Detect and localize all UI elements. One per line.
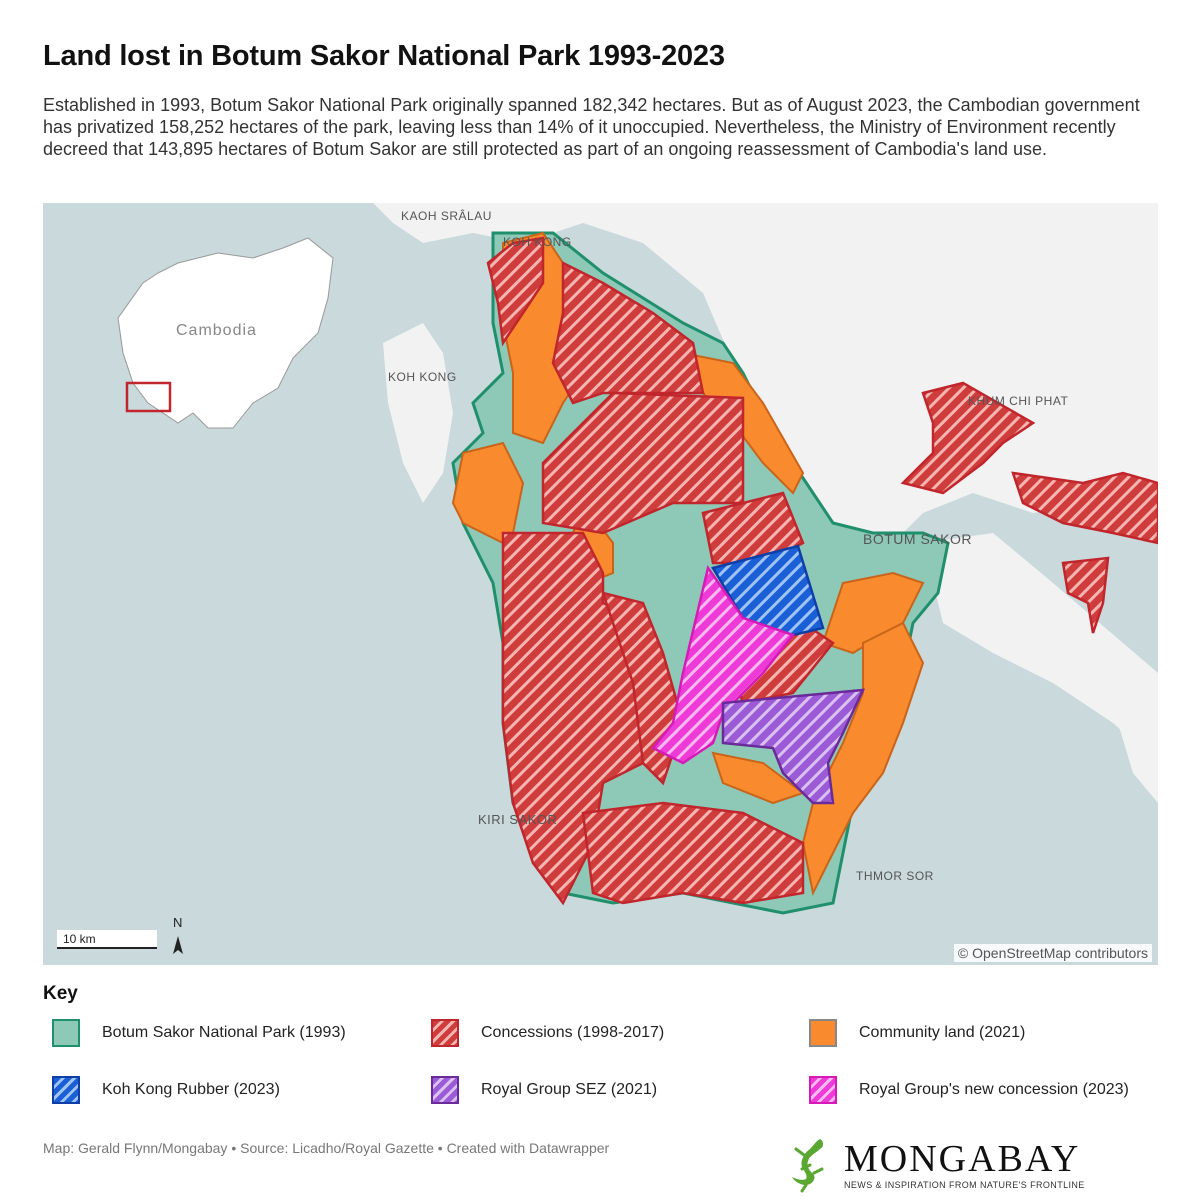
scale-bar: 10 km — [57, 930, 157, 949]
key-item-concessions: Concessions (1998-2017) — [431, 1019, 664, 1047]
key-label: Concessions (1998-2017) — [481, 1024, 665, 1041]
royal-group-sez-swatch-icon — [431, 1076, 459, 1104]
inset-map — [117, 237, 334, 429]
map-canvas: KAOH SRÂLAU KOH KONG KOH KONG KHUM CHI P… — [57, 203, 1158, 954]
concessions-swatch-icon — [431, 1019, 459, 1047]
gecko-icon — [792, 1139, 824, 1193]
concessions[interactable] — [486, 236, 1158, 906]
key-item-koh-kong-rubber: Koh Kong Rubber (2023) — [52, 1076, 280, 1104]
label-koh-kong-town: KOH KONG — [503, 235, 572, 249]
key-label: Royal Group SEZ (2021) — [481, 1081, 658, 1098]
royal-group-sez-polygon[interactable] — [721, 688, 866, 805]
royal-group-new-concession-polygon[interactable] — [651, 565, 796, 765]
label-kiri-sakor: KIRI SAKOR — [478, 812, 557, 827]
label-khum-chi-phat: KHUM CHI PHAT — [968, 394, 1068, 408]
key-label: Royal Group's new concession (2023) — [859, 1081, 1129, 1098]
footer-credits: Map: Gerald Flynn/Mongabay • Source: Lic… — [43, 1140, 610, 1156]
key-item-community-land: Community land (2021) — [809, 1019, 1025, 1047]
national-park-swatch-icon — [52, 1019, 80, 1047]
page-description: Established in 1993, Botum Sakor Nationa… — [43, 95, 1140, 159]
key-label: Community land (2021) — [859, 1024, 1026, 1041]
label-koh-kong-island: KOH KONG — [388, 370, 457, 384]
north-arrow-icon: N — [173, 915, 183, 954]
map[interactable]: KAOH SRÂLAU KOH KONG KOH KONG KHUM CHI P… — [43, 203, 1158, 965]
key-item-royal-group-new-concession: Royal Group's new concession (2023) — [809, 1076, 1129, 1104]
key-label: Botum Sakor National Park (1993) — [102, 1024, 346, 1041]
key-label: Koh Kong Rubber (2023) — [102, 1081, 280, 1098]
map-attribution[interactable]: © OpenStreetMap contributors — [953, 944, 1152, 962]
inset-highlight-box — [125, 381, 172, 413]
logo-tagline: NEWS & INSPIRATION FROM NATURE'S FRONTLI… — [844, 1180, 1085, 1190]
label-thmor-sor: THMOR SOR — [856, 869, 934, 883]
key-item-royal-group-sez: Royal Group SEZ (2021) — [431, 1076, 657, 1104]
label-cambodia: Cambodia — [176, 322, 257, 339]
page-title: Land lost in Botum Sakor National Park 1… — [43, 40, 725, 72]
royal-group-new-concession-swatch-icon — [809, 1076, 837, 1104]
key-item-national-park: Botum Sakor National Park (1993) — [52, 1019, 346, 1047]
koh-kong-rubber-swatch-icon — [52, 1076, 80, 1104]
label-botum-sakor: BOTUM SAKOR — [863, 531, 972, 547]
label-kaoh-sralau: KAOH SRÂLAU — [401, 208, 492, 223]
koh-kong-island — [383, 323, 453, 503]
mongabay-logo[interactable]: MONGABAY NEWS & INSPIRATION FROM NATURE'… — [780, 1135, 1100, 1195]
logo-wordmark: MONGABAY — [844, 1138, 1081, 1180]
key-title: Key — [43, 983, 78, 1004]
north-label: N — [173, 915, 182, 930]
scale-bar-label: 10 km — [63, 932, 96, 946]
community-land-swatch-icon — [809, 1019, 837, 1047]
